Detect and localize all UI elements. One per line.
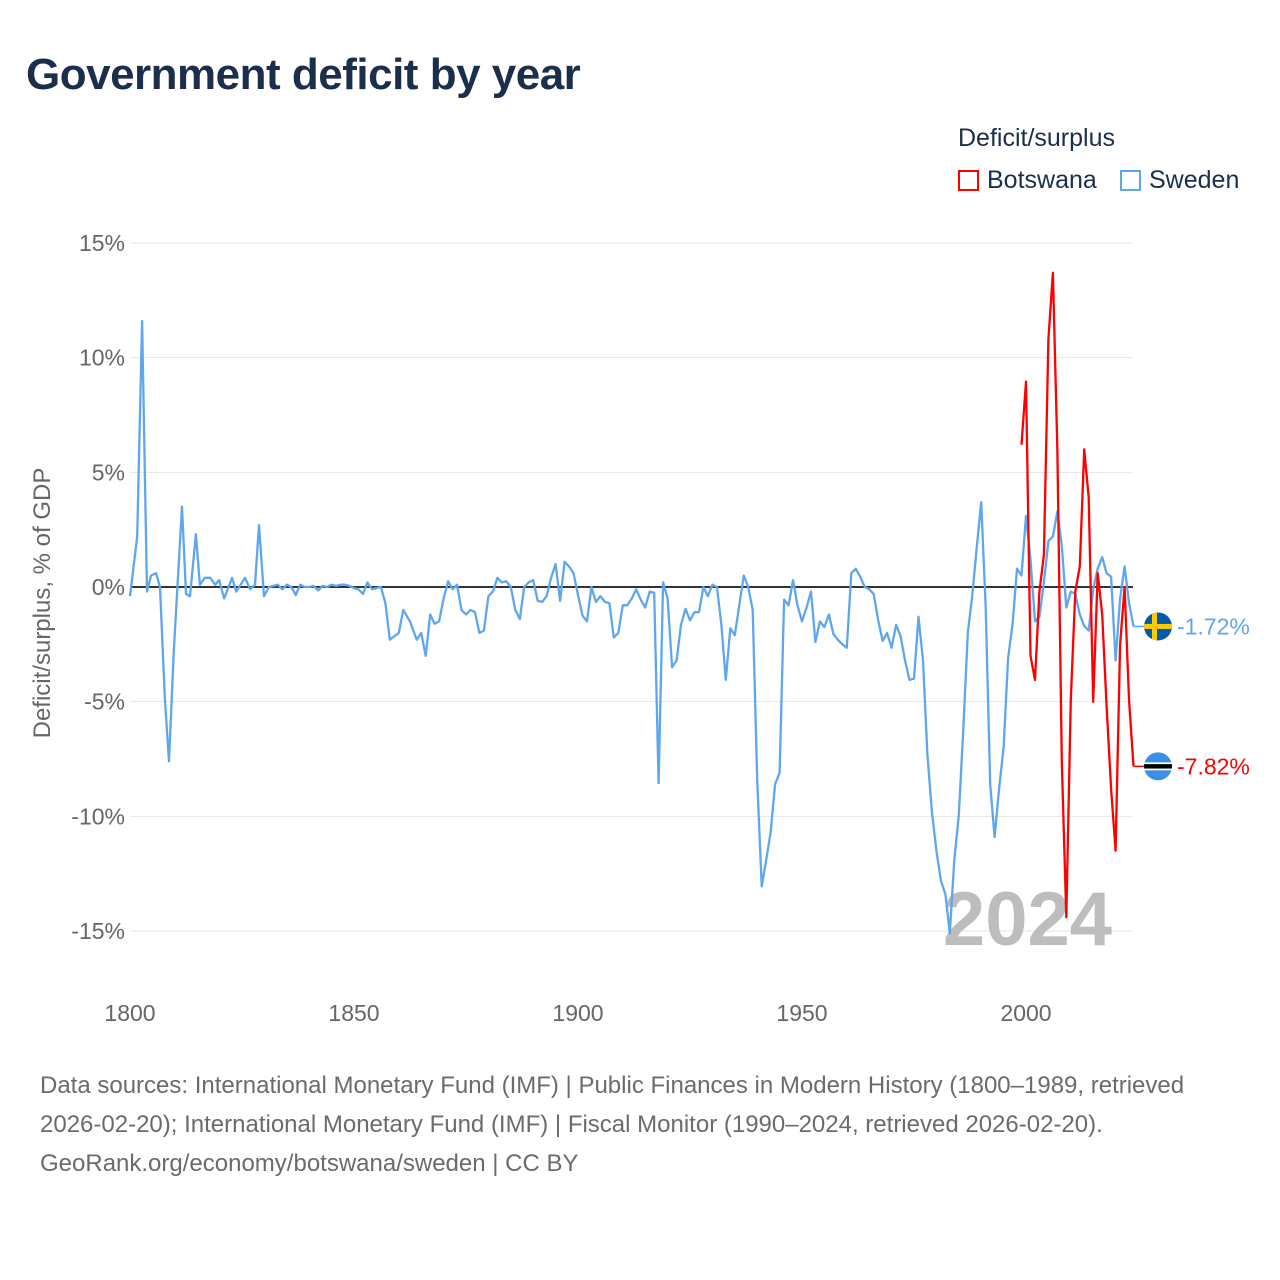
flag-cross-v xyxy=(1152,612,1157,641)
legend-title: Deficit/surplus xyxy=(958,124,1115,152)
flag-cross-h xyxy=(1144,623,1172,629)
flag-black-stripe xyxy=(1144,764,1172,769)
series-line-botswana xyxy=(1020,271,1135,919)
series-lines xyxy=(128,271,1135,935)
flag-body xyxy=(1144,612,1172,641)
chart-title: Government deficit by year xyxy=(26,50,581,99)
y-tick-label: -15% xyxy=(71,918,125,944)
sweden-flag-icon xyxy=(1144,612,1172,641)
legend-label-botswana: Botswana xyxy=(987,166,1097,194)
y-axis-label: Deficit/surplus, % of GDP xyxy=(29,468,56,739)
y-tick-label: 5% xyxy=(92,459,125,485)
y-tick-label: 15% xyxy=(79,230,125,256)
line-chart: 15% 10% 5% 0% -5% -10% -15% 1800 1850 1900 1950 20… xyxy=(29,230,1250,1026)
y-tick-label: -5% xyxy=(84,689,125,715)
data-sources: Data sources: International Monetary Fun… xyxy=(40,1072,1185,1138)
legend-item-sweden[interactable]: Sweden xyxy=(1120,166,1239,195)
flag-body xyxy=(1144,752,1172,781)
x-tick-label: 1800 xyxy=(104,1000,155,1026)
end-labels: -1.72% -7.82% xyxy=(1133,612,1250,781)
legend-label-sweden: Sweden xyxy=(1149,166,1240,194)
year-watermark: 2024 xyxy=(943,877,1112,962)
series-line-sweden xyxy=(128,319,1135,935)
x-tick-label: 2000 xyxy=(1000,1000,1051,1026)
y-tick-label: -10% xyxy=(71,803,125,829)
botswana-flag-icon xyxy=(1144,752,1172,781)
x-tick-label: 1950 xyxy=(776,1000,827,1026)
credit-link[interactable]: GeoRank.org/economy/botswana/sweden | CC… xyxy=(40,1150,579,1177)
footer: Data sources: International Monetary Fun… xyxy=(40,1066,1240,1183)
x-axis-ticks: 1800 1850 1900 1950 2000 xyxy=(104,1000,1051,1026)
y-tick-label: 0% xyxy=(92,574,125,600)
legend-swatch-sweden xyxy=(1120,170,1141,191)
legend-item-botswana[interactable]: Botswana xyxy=(958,166,1097,195)
end-value-label-sweden: -1.72% xyxy=(1177,613,1250,639)
x-tick-label: 1900 xyxy=(552,1000,603,1026)
y-axis-ticks: 15% 10% 5% 0% -5% -10% -15% xyxy=(71,230,125,944)
end-value-label-botswana: -7.82% xyxy=(1177,753,1250,779)
y-tick-label: 10% xyxy=(79,345,125,371)
legend-swatch-botswana xyxy=(958,170,979,191)
x-tick-label: 1850 xyxy=(328,1000,379,1026)
